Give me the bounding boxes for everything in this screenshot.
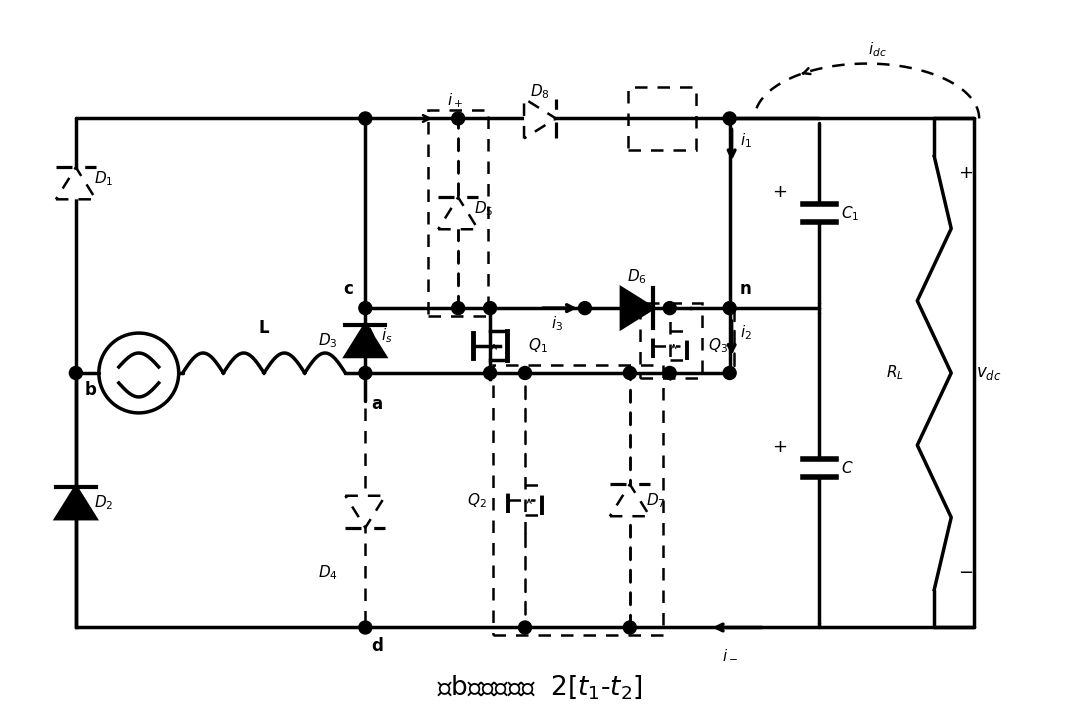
Circle shape [358, 112, 371, 125]
Text: $D_1$: $D_1$ [94, 169, 114, 188]
Polygon shape [345, 325, 386, 357]
Text: $C_1$: $C_1$ [841, 204, 860, 223]
Text: $Q_3$: $Q_3$ [707, 336, 728, 355]
Polygon shape [524, 98, 556, 138]
Text: +: + [772, 438, 787, 456]
Text: a: a [371, 395, 382, 413]
Circle shape [624, 621, 637, 634]
Polygon shape [610, 484, 650, 516]
Polygon shape [622, 288, 653, 328]
Text: $i_s$: $i_s$ [381, 326, 393, 345]
Circle shape [452, 112, 465, 125]
Circle shape [723, 112, 736, 125]
Text: $Q_2$: $Q_2$ [468, 491, 487, 510]
Polygon shape [345, 496, 386, 528]
Text: $i_-$: $i_-$ [721, 647, 738, 662]
Text: $i_1$: $i_1$ [740, 131, 752, 150]
Text: $D_2$: $D_2$ [94, 494, 114, 512]
Circle shape [663, 366, 676, 379]
Text: c: c [343, 280, 353, 298]
Text: $D_5$: $D_5$ [474, 199, 494, 218]
Text: $D_4$: $D_4$ [317, 563, 338, 582]
Polygon shape [56, 167, 96, 199]
Circle shape [452, 301, 465, 314]
Text: d: d [371, 638, 383, 655]
Polygon shape [56, 487, 96, 519]
Text: $D_6$: $D_6$ [627, 267, 648, 286]
Text: $C$: $C$ [841, 460, 854, 476]
Text: $D_7$: $D_7$ [645, 491, 665, 510]
Text: $i_2$: $i_2$ [740, 324, 752, 342]
Text: $i_+$: $i_+$ [447, 92, 464, 111]
Text: （b）工作模态  2[$t_1$-$t_2$]: （b）工作模态 2[$t_1$-$t_2$] [438, 673, 643, 701]
Text: $Q_1$: $Q_1$ [529, 336, 548, 355]
Circle shape [723, 301, 736, 314]
Text: +: + [772, 183, 787, 202]
Circle shape [358, 301, 371, 314]
Circle shape [624, 366, 637, 379]
Circle shape [723, 366, 736, 379]
Text: $i_3$: $i_3$ [551, 314, 563, 333]
Text: −: − [958, 563, 974, 582]
Circle shape [358, 621, 371, 634]
Circle shape [484, 301, 497, 314]
Text: $i_{dc}$: $i_{dc}$ [867, 40, 886, 58]
Text: b: b [84, 381, 96, 399]
Text: +: + [958, 165, 974, 183]
Text: L: L [259, 319, 270, 337]
Text: n: n [740, 280, 752, 298]
Circle shape [69, 366, 82, 379]
Circle shape [578, 301, 591, 314]
Text: $R_L$: $R_L$ [886, 363, 904, 382]
Text: $v_{dc}$: $v_{dc}$ [976, 364, 1002, 382]
Circle shape [663, 301, 676, 314]
Polygon shape [439, 197, 478, 229]
Circle shape [358, 366, 371, 379]
Text: $D_3$: $D_3$ [317, 331, 338, 350]
Circle shape [519, 366, 532, 379]
Circle shape [519, 621, 532, 634]
Circle shape [484, 366, 497, 379]
Text: $D_8$: $D_8$ [531, 82, 550, 100]
